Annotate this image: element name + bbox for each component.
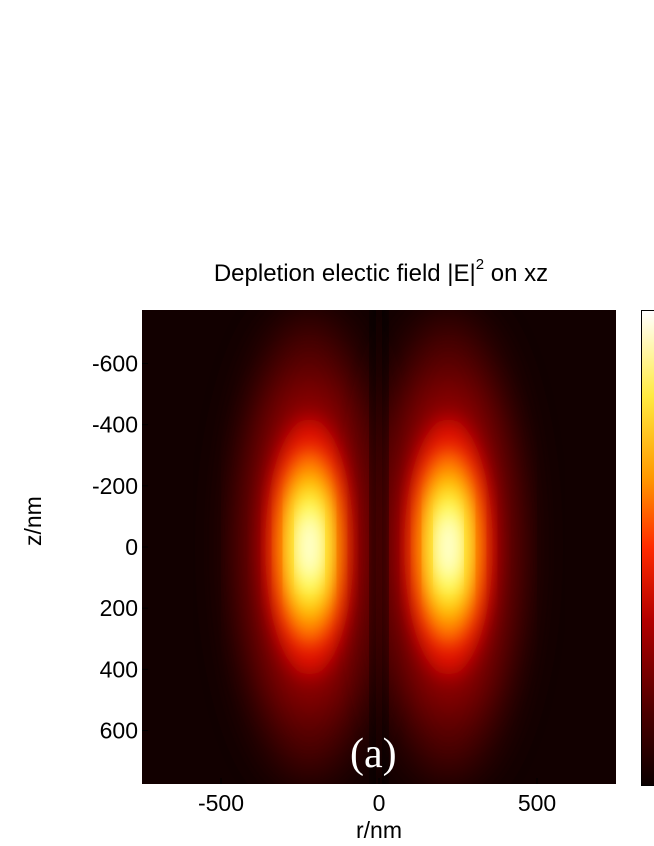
y-tick-label: 200 — [100, 595, 138, 621]
y-axis-label: z/nm — [20, 496, 46, 546]
heatmap-area — [142, 310, 616, 784]
y-tick-label: 0 — [125, 534, 138, 560]
y-tick-label: -600 — [92, 351, 138, 377]
chart-title: Depletion electic field |E|2 on xz — [142, 256, 620, 288]
title-superscript: 2 — [475, 256, 485, 273]
lobe-1-contour-7 — [298, 513, 321, 581]
title-suffix: on xz — [490, 260, 549, 287]
x-ticks: -500 0 500 — [198, 778, 556, 816]
y-ticks: -600 -400 -200 0 200 400 600 — [92, 351, 148, 743]
title-main: Depletion electic field |E| — [213, 260, 476, 287]
central-null — [372, 310, 386, 784]
x-tick-label: 500 — [518, 790, 556, 816]
x-tick-label: -500 — [198, 790, 244, 816]
x-axis-label: r/nm — [356, 817, 402, 843]
field-lobe-2 — [375, 314, 522, 780]
panel-label: (a) — [350, 731, 397, 777]
x-tick-label: 0 — [373, 790, 386, 816]
y-tick-label: -400 — [92, 412, 138, 438]
field-lobe-1 — [236, 314, 383, 780]
y-tick-label: -200 — [92, 473, 138, 499]
y-tick-label: 600 — [100, 717, 138, 743]
colorbar — [641, 310, 654, 786]
y-tick-label: 400 — [100, 656, 138, 682]
lobe-2-contour-7 — [437, 513, 460, 581]
